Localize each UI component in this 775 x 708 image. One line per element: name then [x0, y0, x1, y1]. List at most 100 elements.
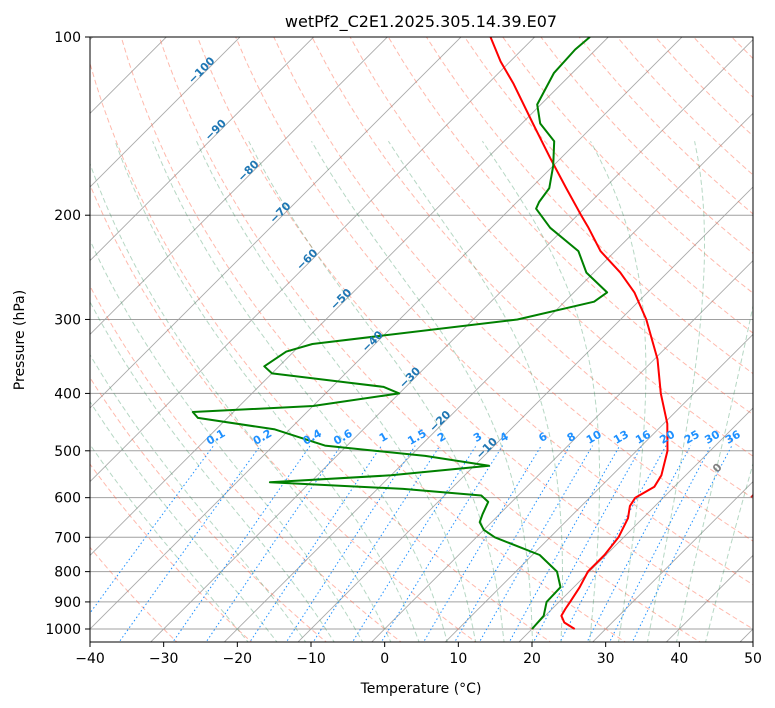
isotherm-line [371, 260, 753, 642]
mixing-ratio-line [631, 445, 733, 642]
x-tick-label: 20 [523, 651, 541, 667]
dry-adiabat-line [387, 37, 753, 416]
mixing-ratio-line [532, 445, 643, 642]
dry-adiabat-line [770, 37, 775, 644]
profiles [191, 37, 669, 630]
mixing-ratio-line [205, 445, 342, 642]
x-tick-label: 30 [597, 651, 615, 667]
isotherm-line [90, 37, 683, 630]
isotherm-label: −100 [186, 54, 218, 86]
moist-adiabat-line [90, 353, 307, 642]
mixing-ratio-label: 1.5 [405, 427, 428, 448]
mixing-ratio-label: 13 [611, 428, 631, 447]
mixing-ratio-label: 16 [633, 428, 653, 447]
moist-adiabat-line [311, 140, 533, 642]
moist-adiabat-line [196, 140, 477, 642]
y-tick-label: 500 [54, 444, 81, 460]
mixing-ratio-line [285, 445, 416, 642]
isotherm-label: −60 [294, 246, 321, 273]
mixing-ratio-line [478, 445, 593, 642]
dry-adiabat-line [425, 37, 753, 375]
mixing-ratio-line [90, 445, 214, 614]
dewpoint-profile [191, 37, 609, 630]
mixing-ratio-line [312, 445, 441, 642]
mixing-ratio-line [609, 445, 712, 642]
dry-adiabat-line [349, 37, 753, 457]
moist-adiabat-line [590, 140, 647, 642]
dry-adiabat-line [235, 37, 753, 586]
dry-adiabat-line [273, 37, 753, 542]
dry-adiabat-line [158, 37, 701, 642]
moist-adiabat-line [481, 140, 601, 642]
x-tick-label: −10 [296, 651, 326, 667]
moist-adiabat-line [90, 443, 249, 642]
moist-adiabat-line [248, 140, 505, 642]
dry-adiabat-line [311, 37, 753, 499]
mixing-ratio-label: 36 [723, 428, 743, 447]
mixing-ratio-line [586, 445, 692, 642]
isotherm-label: −50 [328, 286, 355, 313]
mixing-ratio-line [249, 445, 383, 642]
mixing-ratio-label: 25 [682, 428, 702, 447]
y-tick-label: 100 [54, 30, 81, 46]
isotherm-line [90, 37, 388, 335]
mixing-ratio-label: 1 [377, 430, 390, 445]
mixing-ratio-line [351, 445, 477, 642]
isotherm-label: −70 [267, 199, 294, 226]
moist-adiabat-line [90, 400, 278, 642]
isotherm-label: −40 [359, 328, 386, 355]
mixing-ratio-label: 0.1 [204, 427, 227, 448]
isotherm-label: −90 [202, 117, 229, 144]
line-labels: 0.1 0.2 0.4 0.6 1 1.5 2 3 4 6 8 10 13 16 20 25 30 36−100−… [186, 54, 768, 505]
moist-adiabat-line [90, 300, 335, 642]
isotherm-line [444, 333, 753, 642]
mixing-ratio-line [172, 445, 311, 642]
moist-adiabat-line [387, 140, 563, 642]
dry-adiabat-line [120, 37, 627, 642]
moist-adiabat-line [675, 303, 753, 642]
x-tick-label: 40 [670, 651, 688, 667]
y-tick-label: 200 [54, 208, 81, 224]
y-axis-label: Pressure (hPa) [12, 290, 28, 390]
mixing-ratio-line [559, 445, 667, 642]
dry-adiabat-line [90, 61, 552, 642]
x-tick-label: −20 [223, 651, 253, 667]
y-tick-label: 300 [54, 312, 81, 328]
x-tick-label: 50 [744, 651, 762, 667]
x-tick-label: 10 [449, 651, 467, 667]
x-tick-label: −40 [75, 651, 105, 667]
y-tick-label: 1000 [45, 622, 81, 638]
moist-adiabat-line [646, 141, 705, 642]
mixing-ratio-line [118, 445, 261, 642]
axes: −40 −30 −20 −10 0 10 20 30 40 5010009008007006005… [45, 30, 762, 667]
mixing-ratio-line [454, 445, 571, 642]
dry-adiabat-line [90, 463, 253, 642]
background-lines [90, 37, 775, 644]
isotherm-line [150, 39, 753, 642]
isotherm-line [90, 37, 462, 409]
isotherm-line [739, 628, 753, 642]
dry-adiabat-line [616, 37, 753, 176]
mixing-ratio-line [423, 445, 542, 642]
plot-frame [89, 36, 754, 643]
mixing-ratio-label: 30 [702, 428, 722, 447]
isotherm-line [90, 37, 609, 556]
moist-adiabat-label: 10 [748, 485, 768, 505]
mixing-ratio-line [380, 445, 504, 642]
dry-adiabat-line [693, 37, 753, 98]
moist-adiabat-line [114, 141, 420, 642]
isotherm-line [223, 112, 753, 642]
y-tick-label: 600 [54, 491, 81, 507]
mixing-ratio-label: 4 [498, 430, 511, 445]
dry-adiabat-line [197, 37, 753, 630]
chart-title: wetPf2_C2E1.2025.305.14.39.E07 [285, 12, 557, 32]
isotherm-line [90, 37, 315, 262]
isotherm-label: −80 [235, 157, 262, 184]
dry-adiabat-line [90, 183, 477, 642]
moist-adiabat-line [90, 239, 364, 642]
temperature-profile [489, 37, 669, 630]
mixing-ratio-label: 0.2 [251, 427, 274, 448]
dry-adiabat-line [90, 285, 402, 642]
y-tick-label: 800 [54, 565, 81, 581]
